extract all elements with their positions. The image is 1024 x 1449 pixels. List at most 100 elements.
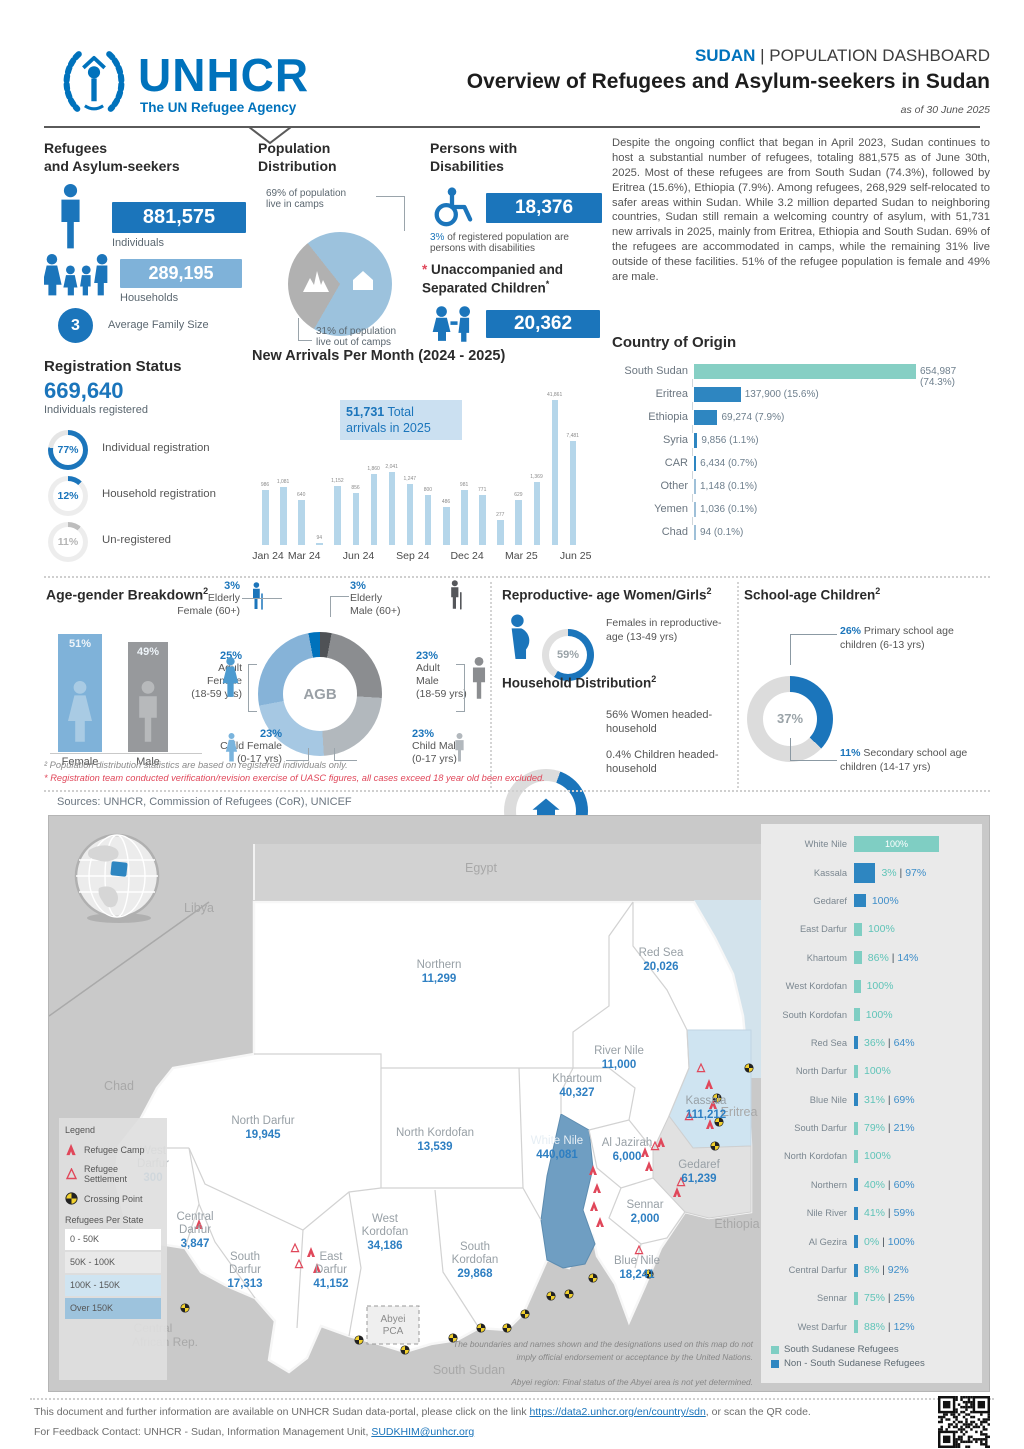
state-split-legend: South Sudanese Refugees Non - South Sudan…	[761, 1343, 982, 1371]
origin-value-label: 9,856 (1.1%)	[701, 435, 759, 446]
agb-donut: AGB	[258, 632, 382, 756]
sudan-map: EgyptLibyaChadCentralAfrican Rep.South S…	[48, 815, 990, 1392]
footnote-1: ² Population distribution statistics are…	[44, 760, 348, 770]
registration-ring-pct: 11%	[53, 527, 83, 557]
registration-ring: 77%	[48, 430, 88, 470]
arrival-bar	[280, 487, 287, 545]
uasc-star: *	[422, 262, 428, 277]
feedback-email-link[interactable]: SUDKHIM@unhcr.org	[371, 1426, 475, 1438]
svg-text:Sennar: Sennar	[626, 1199, 663, 1211]
refugee-settlement-marker	[676, 1176, 686, 1187]
arrivals-total-text: Total arrivals in 2025	[346, 405, 431, 436]
repro-title: Reproductive- age Women/Girls2	[502, 586, 712, 603]
brand-tagline: The UN Refugee Agency	[140, 100, 297, 115]
divider-1	[490, 582, 492, 788]
header-rule-notch	[248, 126, 292, 145]
svg-text:Kassala: Kassala	[686, 1095, 728, 1107]
gender-bar-pct: 49%	[136, 646, 160, 658]
kicker-separator: |	[755, 46, 770, 65]
brand-name: UNHCR	[138, 49, 310, 101]
crossing-point-marker	[644, 1269, 654, 1279]
sources-line: Sources: UNHCR, Commission of Refugees (…	[57, 796, 352, 808]
card-refugees-title: Refugees and Asylum-seekers	[44, 140, 180, 174]
legend-per-state-label: Refugees Per State	[65, 1215, 144, 1225]
agb-person-icon	[448, 580, 464, 617]
footer-line1-post: , or scan the QR code.	[705, 1406, 811, 1418]
origin-bar	[694, 364, 916, 379]
arrival-bar-label: 277	[496, 512, 505, 519]
state-split-row: Kassala 3% | 97%	[761, 858, 982, 886]
svg-text:Al Jazirah: Al Jazirah	[602, 1137, 653, 1149]
registration-status-section: Registration Status 669,640 Individuals …	[44, 358, 259, 566]
agb-segment-label: 3% Elderly Male (60+)	[350, 580, 401, 618]
agb-person-icon	[250, 582, 265, 617]
agb-connector	[248, 664, 257, 712]
school-bottom-connector	[790, 738, 837, 761]
school-title: School-age Children2	[744, 586, 881, 603]
new-arrivals-section: New Arrivals Per Month (2024 - 2025) 986…	[252, 348, 600, 563]
svg-text:Northern: Northern	[417, 959, 462, 971]
legend-crossing-label: Crossing Point	[84, 1193, 143, 1204]
arrival-bar-label: 1,152	[331, 477, 344, 484]
svg-text:Khartoum: Khartoum	[552, 1073, 602, 1085]
arrival-bar-label: 771	[478, 487, 487, 494]
kicker-rest: POPULATION DASHBOARD	[769, 46, 990, 65]
arrival-bar	[388, 472, 396, 545]
refugee-camp-marker	[673, 1187, 681, 1197]
state-split-bar	[854, 894, 866, 908]
new-arrivals-chart: 986 1,081 640 94 1,152 856 1,860 2,041 1,247 800 4…	[252, 348, 600, 563]
crossing-point-marker	[502, 1323, 512, 1333]
state-split-legend-item: South Sudanese Refugees	[771, 1343, 982, 1357]
household-women-text: 56% Women headed-household	[606, 709, 713, 736]
svg-text:19,945: 19,945	[245, 1129, 281, 1141]
repro-panel: Reproductive- age Women/Girls2 59% Femal…	[502, 586, 732, 853]
state-split-bar: 100%	[854, 836, 939, 853]
registration-subtitle: Individuals registered	[44, 404, 148, 416]
gender-bar-label: Female	[61, 756, 99, 768]
data-portal-link[interactable]: https://data2.unhcr.org/en/country/sdn	[529, 1406, 706, 1418]
origin-value-label: 94 (0.1%)	[700, 527, 744, 538]
qr-code	[938, 1396, 990, 1448]
svg-text:North Darfur: North Darfur	[231, 1115, 294, 1127]
agb-person-icon	[468, 657, 490, 706]
crossing-point-marker	[354, 1335, 364, 1345]
crossing-point-icon	[65, 1192, 78, 1205]
svg-text:Central: Central	[176, 1211, 213, 1223]
country-of-origin-section: Country of Origin South Sudan 654,987 (74…	[612, 334, 990, 540]
refugee-camp-marker	[709, 1099, 717, 1109]
family-size-badge: 3	[58, 308, 93, 343]
svg-text:61,239: 61,239	[681, 1173, 716, 1185]
svg-text:40,327: 40,327	[559, 1087, 594, 1099]
state-split-bar	[854, 1206, 858, 1220]
school-top-connector	[790, 634, 837, 665]
refugee-camp-marker	[593, 1183, 601, 1193]
footer-separator	[30, 1398, 994, 1400]
origin-value-label: 1,148 (0.1%)	[700, 481, 758, 492]
origin-bar	[694, 433, 698, 448]
state-split-bar	[854, 951, 862, 965]
unhcr-emblem-icon	[56, 44, 132, 122]
arrival-bar	[424, 494, 432, 545]
state-split-bar	[854, 1149, 858, 1163]
registration-ring-row: 11% Un-registered	[44, 522, 259, 562]
refugee-camp-marker	[706, 1119, 714, 1129]
children-icon	[430, 304, 478, 349]
svg-text:20,026: 20,026	[643, 961, 678, 973]
country-of-origin-title: Country of Origin	[612, 334, 737, 351]
x-axis-tick: Jun 25	[559, 550, 592, 562]
registration-total: 669,640	[44, 378, 124, 403]
svg-text:440,081: 440,081	[536, 1149, 578, 1161]
pregnant-woman-icon	[504, 614, 535, 665]
state-split-row: South Kordofan 100%	[782, 1008, 893, 1022]
origin-value-label: 69,274 (7.9%)	[721, 412, 785, 423]
state-split-row: Nile River 41% | 59%	[806, 1206, 915, 1220]
agb-title: Age-gender Breakdown2	[46, 586, 209, 603]
kicker-country: SUDAN	[694, 46, 756, 65]
arrival-bar	[334, 485, 341, 545]
refugee-camp-marker	[195, 1219, 203, 1229]
refugee-camp-marker	[645, 1161, 653, 1171]
origin-category-label: South Sudan	[624, 365, 688, 377]
svg-text:PCA: PCA	[383, 1326, 404, 1337]
crossing-point-marker	[180, 1303, 190, 1313]
registration-ring-pct: 12%	[53, 481, 83, 511]
